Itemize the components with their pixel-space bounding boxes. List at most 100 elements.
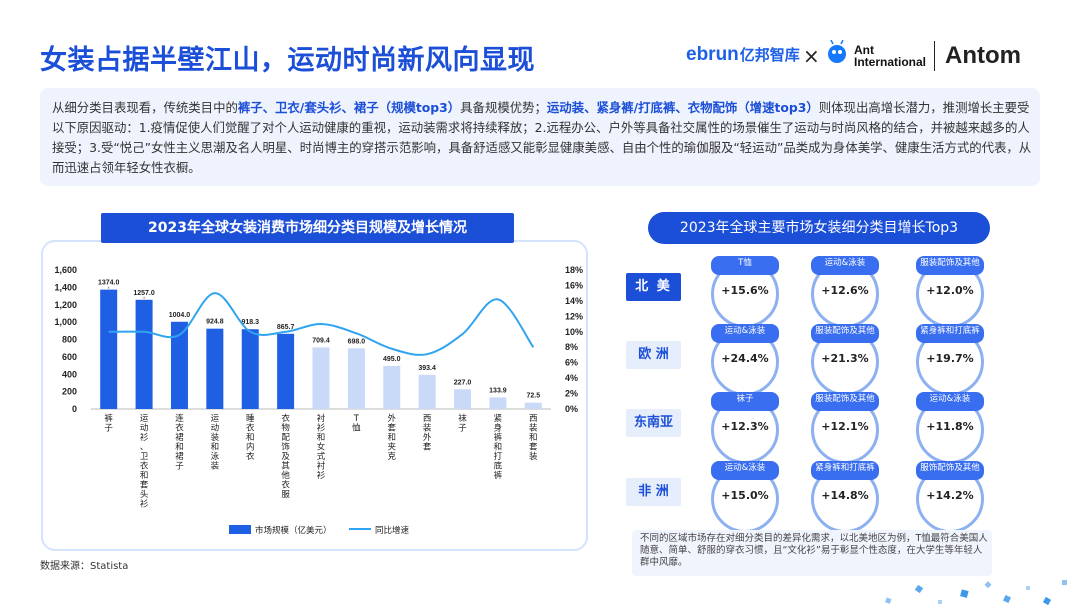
x-tick-label: 衬衫和女式衬衫 xyxy=(317,413,326,481)
growth-value: +15.0% xyxy=(721,489,769,502)
bar xyxy=(383,365,401,409)
category-pill: T恤 xyxy=(711,256,779,275)
x-tick-label: 衣物配饰及其他衣服 xyxy=(281,413,290,500)
region-label: 东南亚 xyxy=(626,409,681,437)
ant-international-logo: Ant International xyxy=(854,43,927,69)
page-title: 女装占据半壁江山，运动时尚新风向显现 xyxy=(40,45,535,76)
category-pill: 紧身裤和打底裤 xyxy=(811,461,879,480)
x-tick-label: 外套和夹克 xyxy=(388,413,397,462)
category-pill: 运动&泳装 xyxy=(711,461,779,480)
note-panel xyxy=(632,530,992,576)
y-right-tick-label: 2% xyxy=(565,389,578,399)
bar-value-label: 698.0 xyxy=(348,338,366,345)
y-left-tick-label: 800 xyxy=(62,335,77,345)
bar xyxy=(241,329,259,409)
data-source: 数据来源：Statista xyxy=(40,561,129,572)
growth-value: +12.0% xyxy=(926,284,974,297)
region-label: 欧 洲 xyxy=(626,341,681,369)
bar xyxy=(135,299,153,409)
growth-value: +12.3% xyxy=(721,420,769,433)
ant-international-icon xyxy=(828,40,846,63)
growth-value: +11.8% xyxy=(926,420,974,433)
y-left-tick-label: 1,600 xyxy=(54,265,77,275)
growth-value: +24.4% xyxy=(721,352,769,365)
category-pill: 服装配饰及其他 xyxy=(811,392,879,411)
x-tick-label: 连衣裙和裙子 xyxy=(175,413,184,472)
y-left-tick-label: 1,400 xyxy=(54,282,77,292)
bar-value-label: 495.0 xyxy=(383,356,401,363)
x-tick-label: 运动装和泳装 xyxy=(211,414,220,472)
chart-title: 2023年全球女装消费市场细分类目规模及增长情况 xyxy=(101,213,514,243)
bar xyxy=(100,289,118,409)
legend-bar-swatch xyxy=(229,525,251,534)
note-text: 不同的区域市场存在对细分类目的差异化需求，以北美地区为例，T恤最符合美国人随意、… xyxy=(640,533,988,568)
y-left-tick-label: 0 xyxy=(72,404,77,414)
x-tick-label: 运动衫、卫衣和套头衫 xyxy=(140,414,149,510)
bar-value-label: 133.9 xyxy=(489,387,507,394)
x-tick-label: 西装和套装 xyxy=(529,414,538,462)
growth-value: +12.1% xyxy=(821,420,869,433)
logo-separator-x: × xyxy=(803,44,820,68)
x-tick-label: 睡衣和内衣 xyxy=(246,414,255,462)
category-pill: 服饰配饰及其他 xyxy=(916,461,984,480)
bar xyxy=(347,348,365,409)
y-right-tick-label: 12% xyxy=(565,311,583,321)
bar xyxy=(418,374,436,409)
y-right-tick-label: 4% xyxy=(565,373,578,383)
decorative-dots xyxy=(885,580,1067,606)
legend-bar-label: 市场规模（亿美元） xyxy=(255,525,332,536)
region-label: 非 洲 xyxy=(626,478,681,506)
bar xyxy=(489,397,507,409)
ebrun-logo: ebrun亿邦智库 xyxy=(686,44,800,65)
bar-value-label: 1257.0 xyxy=(133,290,155,297)
growth-value: +19.7% xyxy=(926,352,974,365)
y-left-tick-label: 600 xyxy=(62,352,77,362)
category-pill: 服装配饰及其他 xyxy=(811,324,879,343)
bar-value-label: 918.3 xyxy=(241,319,259,326)
legend-line-label: 同比增速 xyxy=(375,525,410,536)
y-left-tick-label: 400 xyxy=(62,369,77,379)
region-label: 北 美 xyxy=(626,273,681,301)
category-pill: 运动&泳装 xyxy=(916,392,984,411)
category-size-growth-chart: 0 200 400 600 800 1,000 1,200 1,400 1,600 0% 2% 4% 6… xyxy=(54,265,583,536)
growth-value: +14.2% xyxy=(926,489,974,502)
y-right-tick-label: 10% xyxy=(565,327,583,337)
antom-logo: Antom xyxy=(945,42,1021,69)
bar-value-label: 393.4 xyxy=(418,365,436,372)
intro-panel xyxy=(40,88,1040,186)
bar xyxy=(170,321,188,409)
bar-value-label: 227.0 xyxy=(454,379,472,386)
bar-value-label: 1004.0 xyxy=(169,312,191,319)
category-pill: 紧身裤和打底裤 xyxy=(916,324,984,343)
growth-rate-line xyxy=(108,292,535,356)
right-panel-title: 2023年全球主要市场女装细分类目增长Top3 xyxy=(648,212,990,244)
y-right-tick-label: 0% xyxy=(565,404,578,414)
x-tick-label: 西装外套 xyxy=(423,414,432,453)
y-right-tick-label: 8% xyxy=(565,342,578,352)
growth-value: +12.6% xyxy=(821,284,869,297)
bar xyxy=(312,347,330,409)
growth-value: +14.8% xyxy=(821,489,869,502)
bar xyxy=(206,328,224,409)
y-right-tick-label: 16% xyxy=(565,280,583,290)
x-tick-label: 紧身裤和打底裤 xyxy=(494,414,503,481)
bar-value-label: 865.7 xyxy=(277,324,295,331)
bar-value-label: 924.8 xyxy=(206,319,224,326)
bar xyxy=(277,333,295,409)
bar xyxy=(454,389,472,409)
growth-value: +21.3% xyxy=(821,352,869,365)
growth-value: +15.6% xyxy=(721,284,769,297)
x-tick-label: 裤子 xyxy=(104,413,113,434)
category-pill: 运动&泳装 xyxy=(811,256,879,275)
bar-value-label: 709.4 xyxy=(312,337,330,344)
y-right-tick-label: 6% xyxy=(565,358,578,368)
category-pill: 运动&泳装 xyxy=(711,324,779,343)
y-left-tick-label: 1,000 xyxy=(54,317,77,327)
logo-divider xyxy=(934,41,935,71)
x-tick-label: 袜子 xyxy=(458,413,467,434)
y-left-tick-label: 1,200 xyxy=(54,300,77,310)
intro-text: 从细分类目表现看，传统类目中的裤子、卫衣/套头衫、裙子（规模top3）具备规模优… xyxy=(52,100,1032,175)
bar xyxy=(524,402,542,409)
y-right-tick-label: 18% xyxy=(565,265,583,275)
